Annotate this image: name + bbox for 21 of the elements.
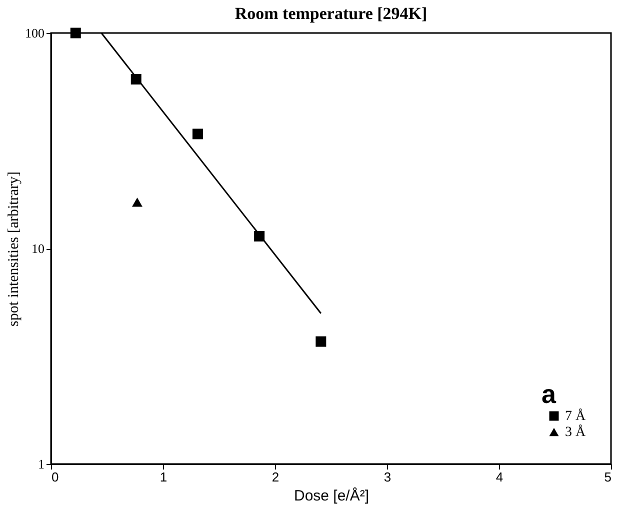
x-axis-title: Dose [e/Å²] <box>294 486 370 504</box>
point <box>192 128 203 140</box>
x-tick-label: 3 <box>384 470 392 484</box>
point <box>70 28 81 38</box>
x-tick-label: 5 <box>604 470 612 484</box>
legend-label: 3 Å <box>565 424 586 440</box>
y-tick-label: 1 <box>38 456 44 472</box>
x-tick-label: 0 <box>52 470 59 484</box>
y-axis-title: spot intensities [arbitrary] <box>6 172 22 326</box>
y-tick-label: 10 <box>32 241 44 256</box>
point <box>254 230 265 242</box>
x-tick-label: 4 <box>496 470 504 484</box>
y-tick-label: 100 <box>25 26 44 40</box>
x-tick-label: 1 <box>160 470 168 484</box>
point <box>132 198 142 207</box>
point <box>130 74 142 85</box>
x-tick-label: 2 <box>272 470 280 484</box>
annotation: a <box>542 379 557 409</box>
point <box>316 336 326 347</box>
chart-title: Room temperature [294K] <box>234 4 428 23</box>
legend-label: 7 Å <box>565 408 586 424</box>
